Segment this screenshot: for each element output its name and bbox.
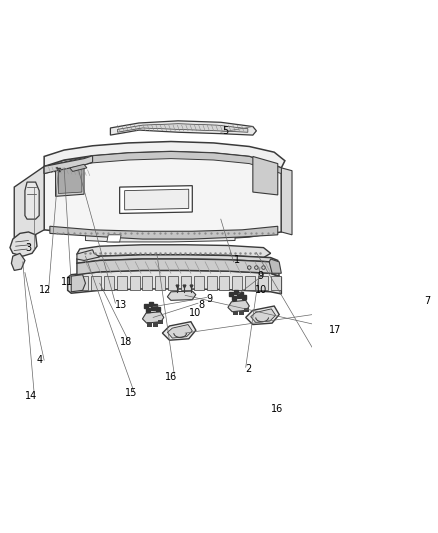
Polygon shape	[194, 276, 204, 290]
Bar	[148, 322, 152, 327]
Polygon shape	[245, 276, 255, 290]
Text: 9: 9	[258, 271, 264, 281]
Polygon shape	[142, 276, 152, 290]
Bar	[233, 311, 238, 316]
Polygon shape	[44, 141, 285, 168]
Polygon shape	[58, 166, 82, 193]
Polygon shape	[117, 124, 248, 132]
Polygon shape	[78, 276, 88, 290]
Text: 18: 18	[120, 337, 132, 346]
Polygon shape	[246, 306, 279, 325]
Polygon shape	[77, 250, 100, 261]
Text: 4: 4	[37, 355, 43, 365]
Polygon shape	[253, 157, 278, 195]
Text: 13: 13	[115, 300, 127, 310]
Text: 1: 1	[233, 255, 240, 265]
Polygon shape	[130, 276, 140, 290]
Bar	[153, 322, 158, 327]
Text: 10: 10	[189, 308, 201, 318]
Polygon shape	[50, 227, 278, 239]
Text: 17: 17	[329, 325, 342, 335]
Text: 16: 16	[165, 372, 177, 382]
Text: 15: 15	[125, 388, 137, 398]
Polygon shape	[67, 270, 281, 294]
Polygon shape	[117, 276, 127, 290]
Polygon shape	[281, 168, 292, 235]
Polygon shape	[44, 156, 92, 174]
Polygon shape	[85, 232, 235, 242]
Polygon shape	[70, 164, 87, 172]
Text: 7: 7	[424, 296, 430, 306]
Polygon shape	[155, 276, 165, 290]
Polygon shape	[271, 276, 281, 290]
Polygon shape	[14, 166, 44, 246]
Polygon shape	[232, 276, 242, 290]
Polygon shape	[167, 291, 196, 300]
Polygon shape	[228, 300, 249, 312]
Polygon shape	[11, 253, 25, 270]
Polygon shape	[77, 245, 271, 259]
Polygon shape	[107, 235, 121, 242]
Bar	[244, 308, 249, 312]
Text: 2: 2	[246, 364, 252, 374]
Polygon shape	[56, 163, 84, 196]
Text: 3: 3	[25, 243, 31, 253]
Polygon shape	[44, 151, 281, 174]
Polygon shape	[269, 259, 281, 273]
Polygon shape	[25, 182, 39, 219]
Polygon shape	[91, 276, 101, 290]
Text: 10: 10	[255, 285, 267, 295]
Polygon shape	[162, 322, 196, 340]
Polygon shape	[168, 276, 178, 290]
Polygon shape	[44, 151, 281, 239]
Text: 9: 9	[207, 294, 213, 304]
Polygon shape	[142, 312, 164, 323]
Bar	[158, 320, 163, 324]
Polygon shape	[251, 309, 276, 322]
Polygon shape	[120, 185, 192, 213]
Polygon shape	[110, 121, 256, 135]
Polygon shape	[77, 255, 278, 265]
Polygon shape	[77, 259, 279, 276]
Text: 8: 8	[198, 300, 204, 310]
Polygon shape	[167, 325, 192, 338]
Polygon shape	[258, 276, 268, 290]
Polygon shape	[125, 189, 189, 210]
Text: 12: 12	[39, 285, 52, 295]
Polygon shape	[10, 232, 37, 256]
Text: 16: 16	[271, 403, 283, 414]
Polygon shape	[181, 276, 191, 290]
Polygon shape	[71, 274, 85, 292]
Text: 5: 5	[222, 126, 229, 136]
Bar	[239, 311, 244, 316]
Text: 14: 14	[25, 391, 37, 401]
Polygon shape	[219, 276, 230, 290]
Polygon shape	[104, 276, 114, 290]
Polygon shape	[207, 276, 216, 290]
Text: 11: 11	[60, 277, 73, 287]
